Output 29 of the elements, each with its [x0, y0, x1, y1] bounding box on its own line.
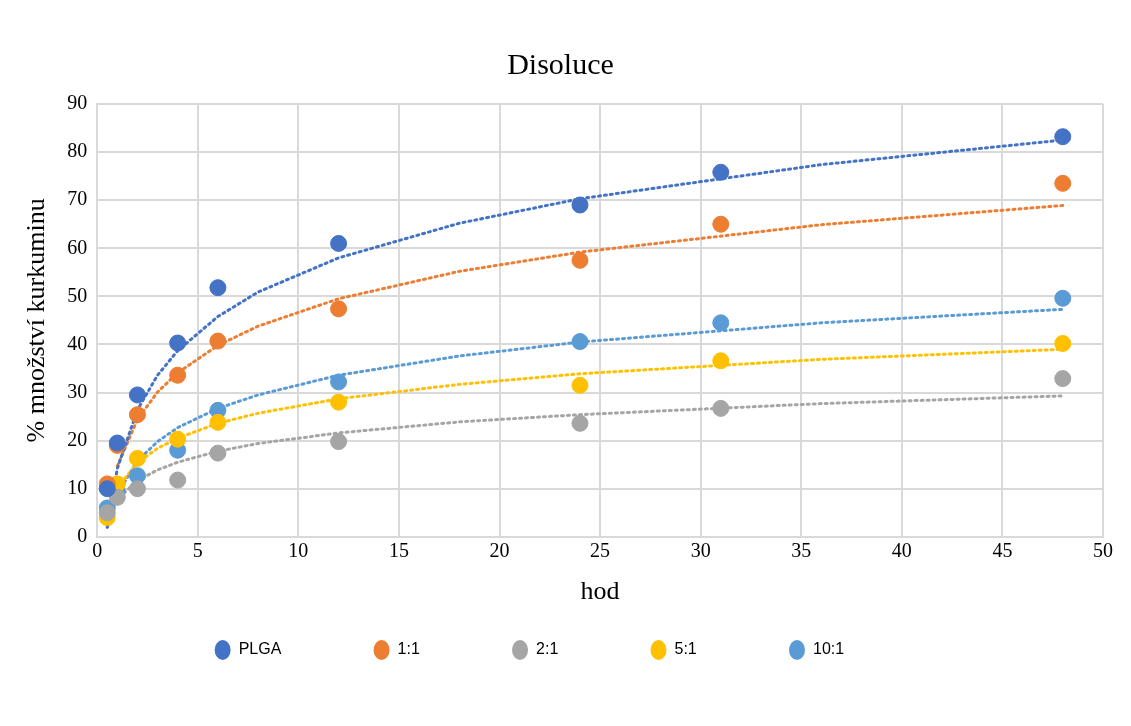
y-tick-label: 40 — [67, 331, 88, 354]
legend-label: PLGA — [238, 640, 343, 658]
legend-label: 5:1 — [674, 640, 759, 658]
legend-label: 1:1 — [397, 640, 483, 658]
y-tick-label: 0 — [77, 524, 88, 547]
legend-label: 10:1 — [812, 640, 907, 658]
x-tick-label: 0 — [92, 539, 103, 562]
x-tick-label: 10 — [288, 539, 309, 562]
y-tick-label: 20 — [67, 427, 88, 450]
x-tick-label: 30 — [690, 539, 711, 562]
chart-title: Disoluce — [507, 46, 614, 80]
x-tick-label: 5 — [192, 539, 203, 562]
x-tick-label: 45 — [992, 539, 1013, 562]
x-tick-label: 25 — [590, 539, 611, 562]
y-tick-label: 90 — [67, 91, 88, 114]
y-tick-label: 80 — [67, 139, 88, 162]
x-tick-label: 35 — [791, 539, 812, 562]
x-tick-label: 15 — [388, 539, 409, 562]
y-tick-label: 10 — [67, 475, 88, 498]
y-tick-label: 50 — [67, 283, 88, 306]
y-tick-label: 60 — [67, 235, 88, 258]
x-axis-title: hod — [580, 576, 620, 606]
x-tick-label: 50 — [1093, 539, 1113, 562]
x-tick-label: 40 — [891, 539, 912, 562]
x-tick-label: 20 — [489, 539, 510, 562]
y-tick-label: 70 — [67, 187, 88, 210]
legend-label: 2:1 — [536, 640, 621, 658]
y-tick-label: 30 — [67, 379, 88, 402]
y-axis-title: % množství kurkuminu — [21, 198, 51, 443]
